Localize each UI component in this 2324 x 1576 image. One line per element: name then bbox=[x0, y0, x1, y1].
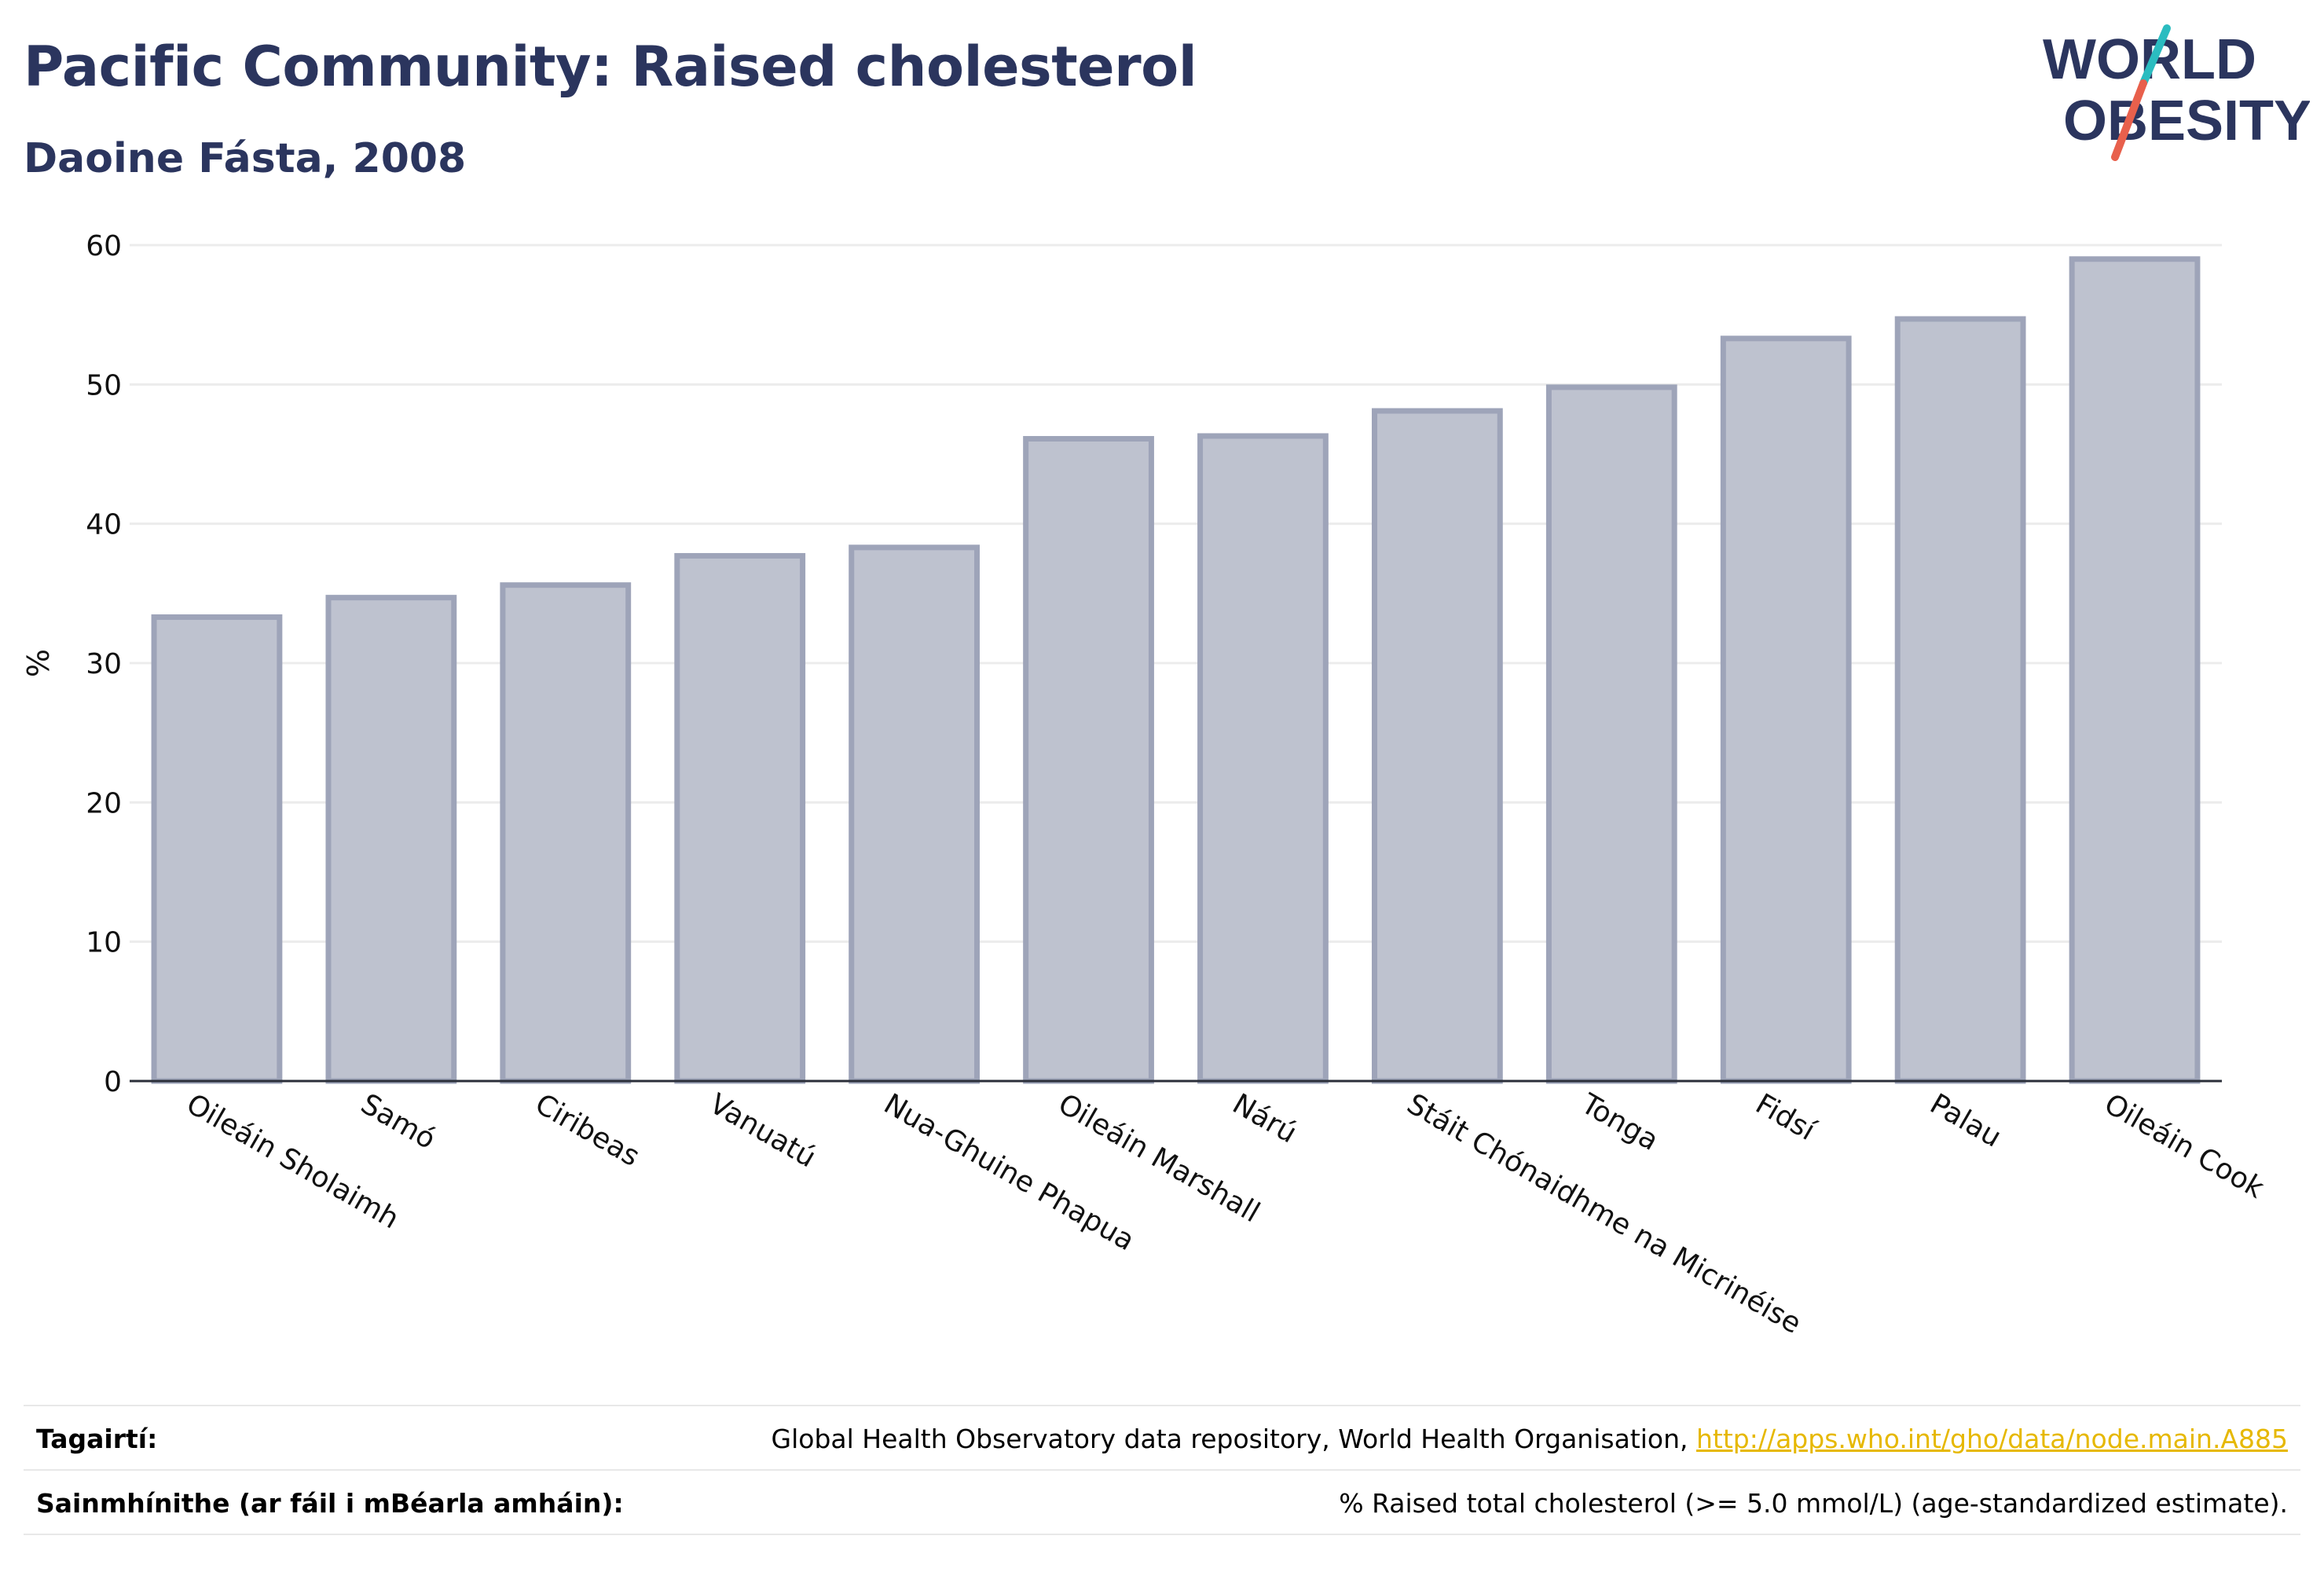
bar bbox=[1545, 384, 1677, 1084]
definitions-label: Sainmhínithe (ar fáil i mBéarla amháin): bbox=[36, 1488, 624, 1519]
y-tick-label: 40 bbox=[86, 509, 122, 541]
chart-title: Pacific Community: Raised cholesterol bbox=[24, 35, 1197, 99]
x-tick-label: Tonga bbox=[1575, 1087, 1664, 1157]
bar bbox=[325, 595, 457, 1084]
bar bbox=[1720, 335, 1852, 1084]
y-tick-label: 30 bbox=[86, 648, 122, 680]
x-tick-label: Ciribeas bbox=[530, 1088, 645, 1173]
bar bbox=[1371, 408, 1503, 1084]
footer-divider bbox=[24, 1534, 2300, 1535]
y-axis-ticks: 0 10 20 30 40 50 60 bbox=[86, 230, 122, 1098]
bar bbox=[2069, 256, 2201, 1084]
bar bbox=[674, 552, 806, 1084]
x-tick-label: Oileáin Cook bbox=[2099, 1088, 2269, 1205]
bar bbox=[1197, 433, 1329, 1084]
references-value: Global Health Observatory data repositor… bbox=[772, 1424, 2288, 1454]
bar bbox=[500, 582, 632, 1084]
y-tick-label: 50 bbox=[86, 369, 122, 401]
bar bbox=[151, 614, 283, 1084]
logo-slash-red bbox=[2111, 79, 2147, 161]
references-link[interactable]: http://apps.who.int/gho/data/node.main.A… bbox=[1695, 1424, 2288, 1454]
chart-subtitle: Daoine Fásta, 2008 bbox=[24, 135, 467, 182]
definitions-row: Sainmhínithe (ar fáil i mBéarla amháin):… bbox=[24, 1469, 2300, 1534]
x-tick-label: Palau bbox=[1924, 1088, 2007, 1154]
logo-text-obesity: OBESITY bbox=[2063, 90, 2310, 152]
x-tick-label: Fidsí bbox=[1750, 1088, 1821, 1148]
x-tick-label: Samó bbox=[355, 1088, 441, 1156]
logo-slash-teal bbox=[2139, 24, 2171, 87]
bar bbox=[849, 544, 981, 1084]
y-tick-label: 20 bbox=[86, 787, 122, 819]
y-tick-label: 0 bbox=[104, 1066, 122, 1098]
bars bbox=[151, 256, 2201, 1084]
references-label: Tagairtí: bbox=[36, 1424, 158, 1454]
references-row: Tagairtí: Global Health Observatory data… bbox=[24, 1405, 2300, 1469]
y-tick-label: 60 bbox=[86, 230, 122, 262]
x-tick-label: Nárú bbox=[1227, 1088, 1303, 1150]
references-text: Global Health Observatory data repositor… bbox=[771, 1424, 1696, 1454]
bar bbox=[1894, 316, 2026, 1084]
x-tick-label: Vanuatú bbox=[704, 1088, 821, 1175]
world-obesity-logo: WORLD OBESITY bbox=[2043, 24, 2310, 161]
y-axis-label: % bbox=[21, 649, 56, 677]
grid-lines bbox=[130, 244, 2222, 944]
y-tick-label: 10 bbox=[86, 927, 122, 959]
bar bbox=[1023, 435, 1154, 1084]
definitions-value: % Raised total cholesterol (>= 5.0 mmol/… bbox=[1339, 1488, 2288, 1519]
